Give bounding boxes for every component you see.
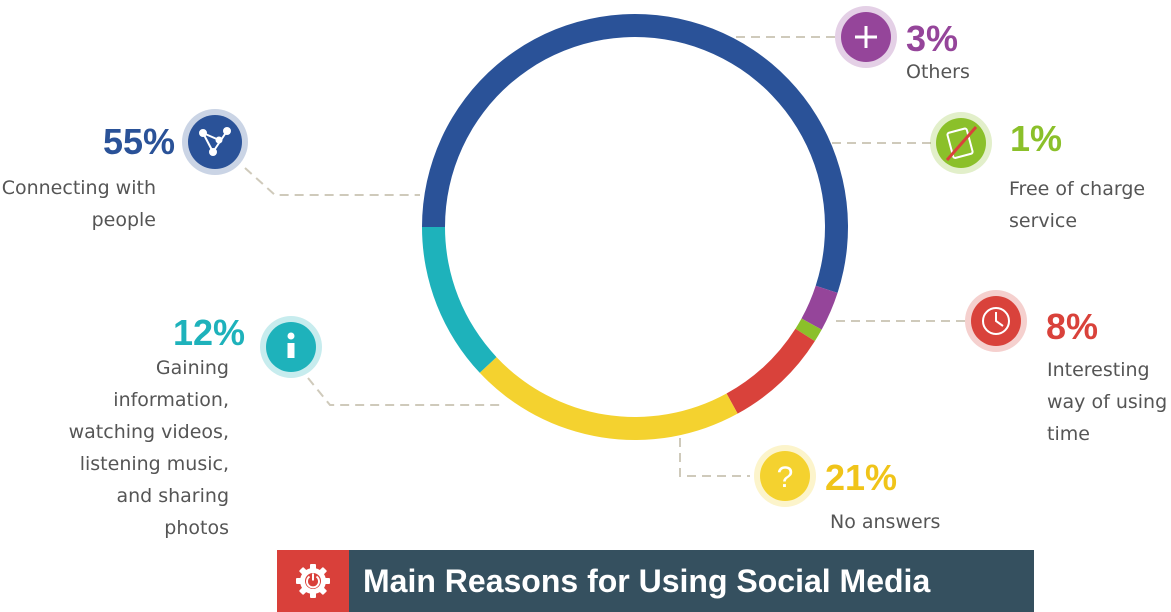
pct-connecting: 55% — [103, 121, 175, 162]
donut-slice-3 — [726, 328, 815, 414]
donut-slice-1 — [801, 285, 838, 330]
donut-slice-4 — [479, 357, 738, 440]
label-gaining-3: watching videos, — [69, 421, 229, 443]
label-connecting-2: people — [92, 209, 156, 231]
label-free-1: Free of charge — [1009, 178, 1145, 200]
donut-slice-5 — [422, 227, 497, 373]
callout-connecting-with-people: 55% Connecting with people — [2, 109, 248, 231]
pct-gaining: 12% — [173, 312, 245, 353]
chart-title: Main Reasons for Using Social Media — [363, 562, 931, 599]
label-others: Others — [906, 61, 970, 83]
callout-free-of-charge: 1% Free of charge service — [930, 112, 1145, 232]
svg-text:?: ? — [777, 461, 794, 494]
label-interesting-1: Interesting — [1047, 359, 1150, 381]
leader-line-0 — [244, 167, 420, 196]
label-connecting-1: Connecting with — [2, 177, 156, 199]
pct-interesting: 8% — [1046, 306, 1098, 347]
label-gaining-5: and sharing — [116, 485, 229, 507]
leader-line-5 — [307, 377, 505, 406]
label-gaining-2: information, — [113, 389, 229, 411]
label-interesting-2: way of using — [1047, 391, 1167, 413]
label-free-2: service — [1009, 210, 1077, 232]
power-gear-icon — [296, 564, 330, 598]
share-network-icon — [188, 115, 242, 169]
pct-others: 3% — [906, 18, 958, 59]
label-gaining-6: photos — [164, 517, 229, 539]
label-no-answers: No answers — [830, 511, 940, 533]
title-icon-box — [277, 550, 349, 612]
callout-gaining-information: 12% Gaining information, watching videos… — [69, 312, 322, 539]
callout-others: 3% Others — [835, 6, 970, 83]
donut-slice-2 — [795, 318, 822, 342]
label-gaining-4: listening music, — [80, 453, 229, 475]
label-gaining-1: Gaining — [156, 357, 229, 379]
pct-no-answers: 21% — [825, 457, 897, 498]
question-icon — [760, 451, 810, 501]
leader-line-4 — [679, 438, 750, 477]
callout-no-answers: ? 21% No answers — [754, 445, 940, 533]
donut-slice-0 — [422, 13, 848, 293]
pct-free: 1% — [1010, 118, 1062, 159]
label-interesting-3: time — [1047, 423, 1090, 445]
title-bar: Main Reasons for Using Social Media — [277, 550, 1034, 612]
callout-interesting: 8% Interesting way of using time — [965, 290, 1167, 445]
